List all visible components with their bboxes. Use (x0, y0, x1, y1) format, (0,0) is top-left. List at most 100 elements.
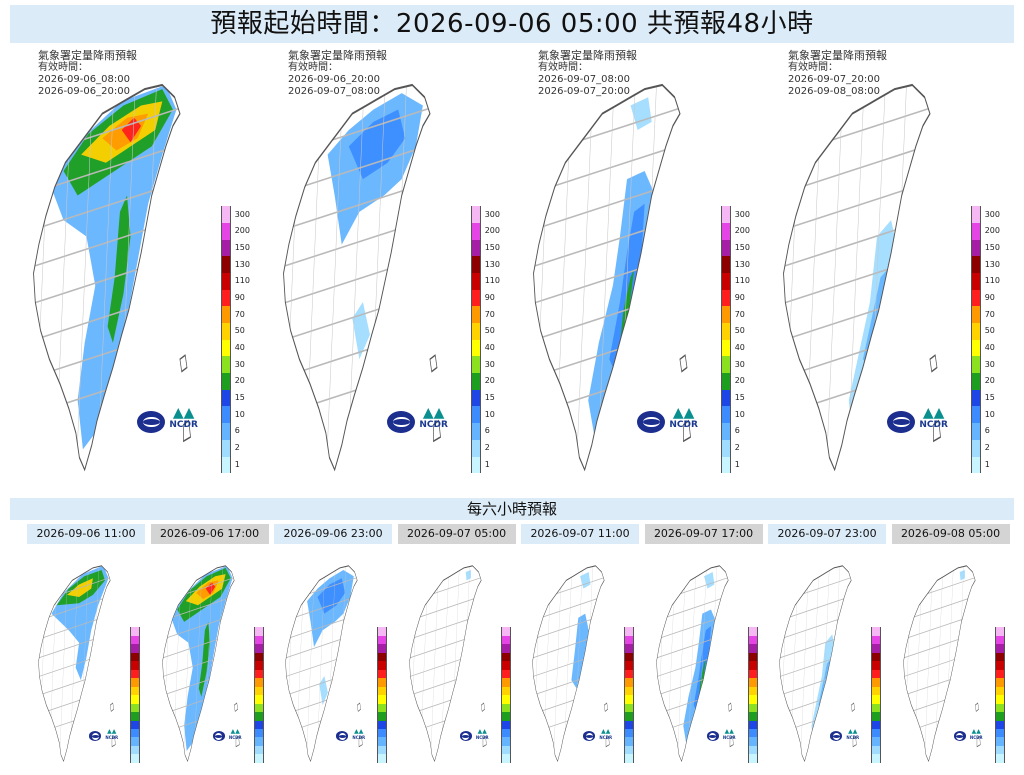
six-hour-panel-2-rain-map (161, 565, 240, 763)
forecast-panel-3-rain-map (533, 83, 691, 472)
legend-level-label: 1 (234, 459, 240, 469)
legend-swatch (624, 728, 635, 738)
ncdr-mark-icon: ▲▲ (107, 728, 117, 736)
six-hour-tab[interactable]: 2026-09-07 23:00 (768, 524, 886, 544)
legend-swatch (130, 737, 141, 746)
valid-end: 2026-09-08_08:00 (788, 86, 880, 97)
legend-swatch (377, 644, 388, 653)
six-hour-tab[interactable]: 2026-09-06 23:00 (274, 524, 392, 544)
legend-swatch (624, 652, 635, 662)
six-hour-tab[interactable]: 2026-09-08 05:00 (891, 524, 1010, 544)
legend-swatch (220, 289, 231, 307)
legend-swatch (130, 754, 141, 763)
legend-swatch (720, 289, 731, 307)
legend-swatch (253, 678, 264, 687)
legend-level-label: 150 (734, 242, 750, 252)
legend-level-label: 50 (234, 326, 245, 336)
ncdr-text: NCDR (722, 735, 736, 741)
legend-swatch (624, 644, 635, 653)
legend-swatch (253, 652, 264, 662)
valid-time-label: 有效時間： (288, 62, 338, 73)
valid-end: 2026-09-07_08:00 (288, 86, 380, 97)
ncdr-text: NCDR (919, 420, 948, 431)
legend-swatch (994, 754, 1005, 763)
legend-level-label: 6 (234, 426, 240, 436)
legend-swatch (130, 712, 141, 721)
legend-swatch (130, 635, 141, 645)
rain-area (609, 203, 645, 376)
ncdr-mark-icon: ▲▲ (848, 728, 858, 736)
legend-swatch (871, 695, 882, 704)
legend-swatch (470, 272, 481, 290)
legend-level-label: 90 (734, 292, 745, 302)
six-hour-tab[interactable]: 2026-09-07 05:00 (397, 524, 516, 544)
legend-swatch (500, 754, 511, 763)
six-hour-panel-4-rain-map (408, 565, 487, 763)
legend-swatch (970, 323, 981, 340)
legend-swatch (994, 737, 1005, 746)
legend-swatch (253, 737, 264, 746)
legend-swatch (130, 669, 141, 679)
legend-swatch (720, 456, 731, 474)
ncdr-logo: ▲▲ NCDR (419, 406, 448, 430)
legend-level-label: 50 (734, 326, 745, 336)
six-hour-tab[interactable]: 2026-09-06 17:00 (150, 524, 269, 544)
legend-level-label: 130 (734, 259, 750, 269)
legend-swatch (470, 389, 481, 407)
ncdr-text: NCDR (846, 735, 860, 741)
legend-swatch (747, 644, 758, 653)
legend-level-label: 130 (234, 259, 250, 269)
legend-swatch (130, 695, 141, 704)
legend-swatch (253, 627, 264, 636)
legend-swatch (624, 737, 635, 746)
legend-level-label: 15 (234, 393, 245, 403)
legend-swatch (470, 356, 481, 374)
legend-swatch (130, 627, 141, 636)
legend-swatch (970, 339, 981, 357)
legend-swatch (747, 678, 758, 687)
valid-end: 2026-09-06_20:00 (38, 86, 130, 97)
legend-swatch (994, 661, 1005, 670)
forecast-title: 預報起始時間：2026-09-06 05:00 共預報48小時 (10, 5, 1014, 43)
six-hour-tab[interactable]: 2026-09-07 11:00 (521, 524, 639, 544)
legend-swatch (377, 754, 388, 763)
six-hour-panel-7-rain-map (779, 565, 857, 763)
legend-swatch (220, 456, 231, 474)
legend-swatch (747, 635, 758, 645)
rain-area (121, 117, 142, 143)
legend-swatch (720, 206, 731, 223)
legend-swatch (253, 754, 264, 763)
six-hour-tab[interactable]: 2026-09-07 17:00 (644, 524, 763, 544)
legend-swatch (994, 712, 1005, 721)
panel-header: 氣象署定量降雨預報 有效時間： 2026-09-07_20:00 2026-09-08… (788, 50, 887, 98)
legend-swatch (994, 669, 1005, 679)
valid-start: 2026-09-07_20:00 (788, 74, 880, 85)
legend-swatch (720, 222, 731, 240)
legend-level-label: 2 (234, 443, 240, 453)
legend-level-label: 15 (734, 393, 745, 403)
legend-swatch (470, 339, 481, 357)
six-hour-panel-2: ▲▲ NCDR (150, 546, 271, 772)
legend-swatch (500, 644, 511, 653)
legend-swatch (720, 339, 731, 357)
legend-swatch (130, 661, 141, 670)
six-hour-tab[interactable]: 2026-09-06 11:00 (27, 524, 145, 544)
legend-level-label: 150 (984, 242, 1000, 252)
legend-level-label: 40 (234, 343, 245, 353)
legend-level-label: 110 (234, 276, 250, 286)
legend-swatch (220, 439, 231, 457)
legend-swatch (470, 373, 481, 390)
legend-swatch (130, 644, 141, 653)
legend-level-label: 2 (484, 443, 490, 453)
legend-swatch (624, 745, 635, 755)
valid-start: 2026-09-06_20:00 (288, 74, 380, 85)
legend-swatch (970, 222, 981, 240)
legend-level-label: 300 (484, 209, 500, 219)
ncdr-text: NCDR (969, 735, 983, 741)
legend-swatch (970, 206, 981, 223)
legend-swatch (253, 635, 264, 645)
cwa-logo-icon (887, 410, 916, 434)
legend-swatch (470, 256, 481, 273)
forecast-panel-2: 300 200 150 130 110 90 70 50 40 30 20 15 10 6 2 1 ▲▲ NCDR… (260, 46, 505, 491)
legend-swatch (220, 256, 231, 273)
